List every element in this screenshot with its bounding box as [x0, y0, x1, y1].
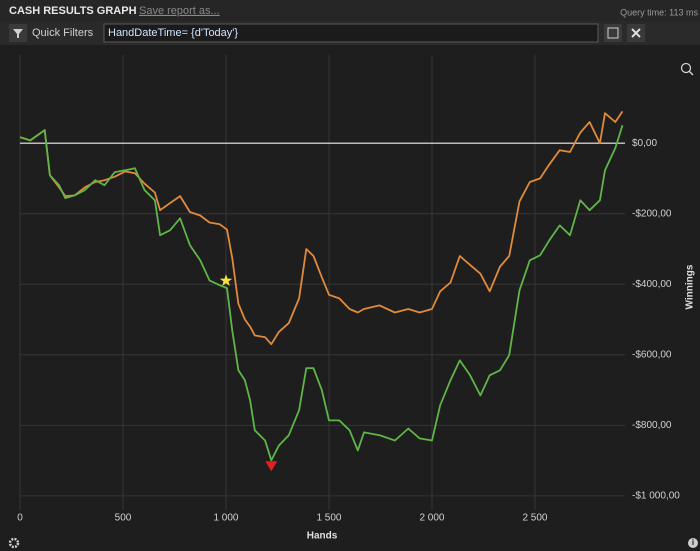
x-tick-label: 1 000: [213, 513, 238, 524]
y-tick-label: -$1 000,00: [632, 491, 680, 502]
info-glyph: i: [692, 538, 694, 547]
clear-glyph: [631, 28, 641, 38]
x-tick-label: 0: [17, 513, 23, 524]
filter-query: HandDateTime= {d'Today'}: [108, 27, 238, 39]
y-tick-label: -$800,00: [632, 420, 672, 431]
header-title: CASH RESULTS GRAPH: [9, 5, 137, 17]
y-tick-label: -$200,00: [632, 208, 672, 219]
filter-input[interactable]: [103, 23, 599, 43]
settings-button[interactable]: [8, 537, 20, 549]
marker: [219, 274, 233, 286]
zoom-button[interactable]: [680, 62, 692, 74]
x-axis-label: Hands: [307, 531, 338, 542]
x-tick-label: 500: [115, 513, 132, 524]
filter-glyph: [13, 29, 23, 38]
save-link[interactable]: Save report as...: [139, 5, 220, 17]
x-tick-label: 2 000: [419, 513, 444, 524]
query-time: Query time: 113 ms: [620, 7, 698, 17]
marker: [265, 461, 278, 472]
x-tick-label: 2 500: [522, 513, 547, 524]
filter-label: Quick Filters: [32, 27, 94, 39]
y-tick-label: -$600,00: [632, 349, 672, 360]
y-tick-label: -$400,00: [632, 279, 672, 290]
x-tick-label: 1 500: [316, 513, 341, 524]
save-button[interactable]: [604, 24, 622, 42]
y-tick-label: $0,00: [632, 138, 657, 149]
series-line: [19, 124, 624, 462]
series-line: [19, 110, 624, 346]
zoom-glyph: [688, 70, 694, 76]
y-axis-label: Winnings: [685, 264, 696, 309]
save-glyph: [607, 27, 619, 39]
header-bar: [0, 0, 700, 21]
info-button[interactable]: [688, 538, 698, 548]
